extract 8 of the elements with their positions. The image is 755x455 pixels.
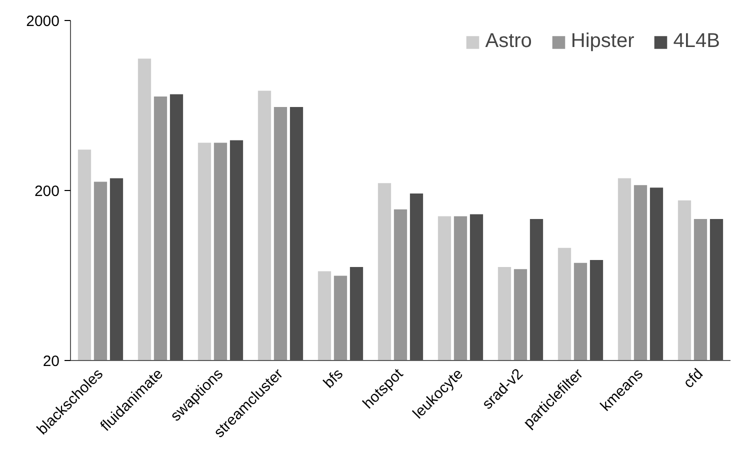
y-tick-label: 20	[42, 353, 60, 370]
x-tick-label: bfs	[320, 365, 347, 392]
legend-label: Astro	[485, 30, 532, 53]
y-tick-label: 200	[34, 183, 60, 200]
x-tick-label: cfd	[680, 365, 707, 392]
y-tick-label: 2000	[26, 13, 60, 30]
legend-label: Hipster	[570, 30, 634, 53]
legend-label: 4L4B	[673, 30, 720, 53]
